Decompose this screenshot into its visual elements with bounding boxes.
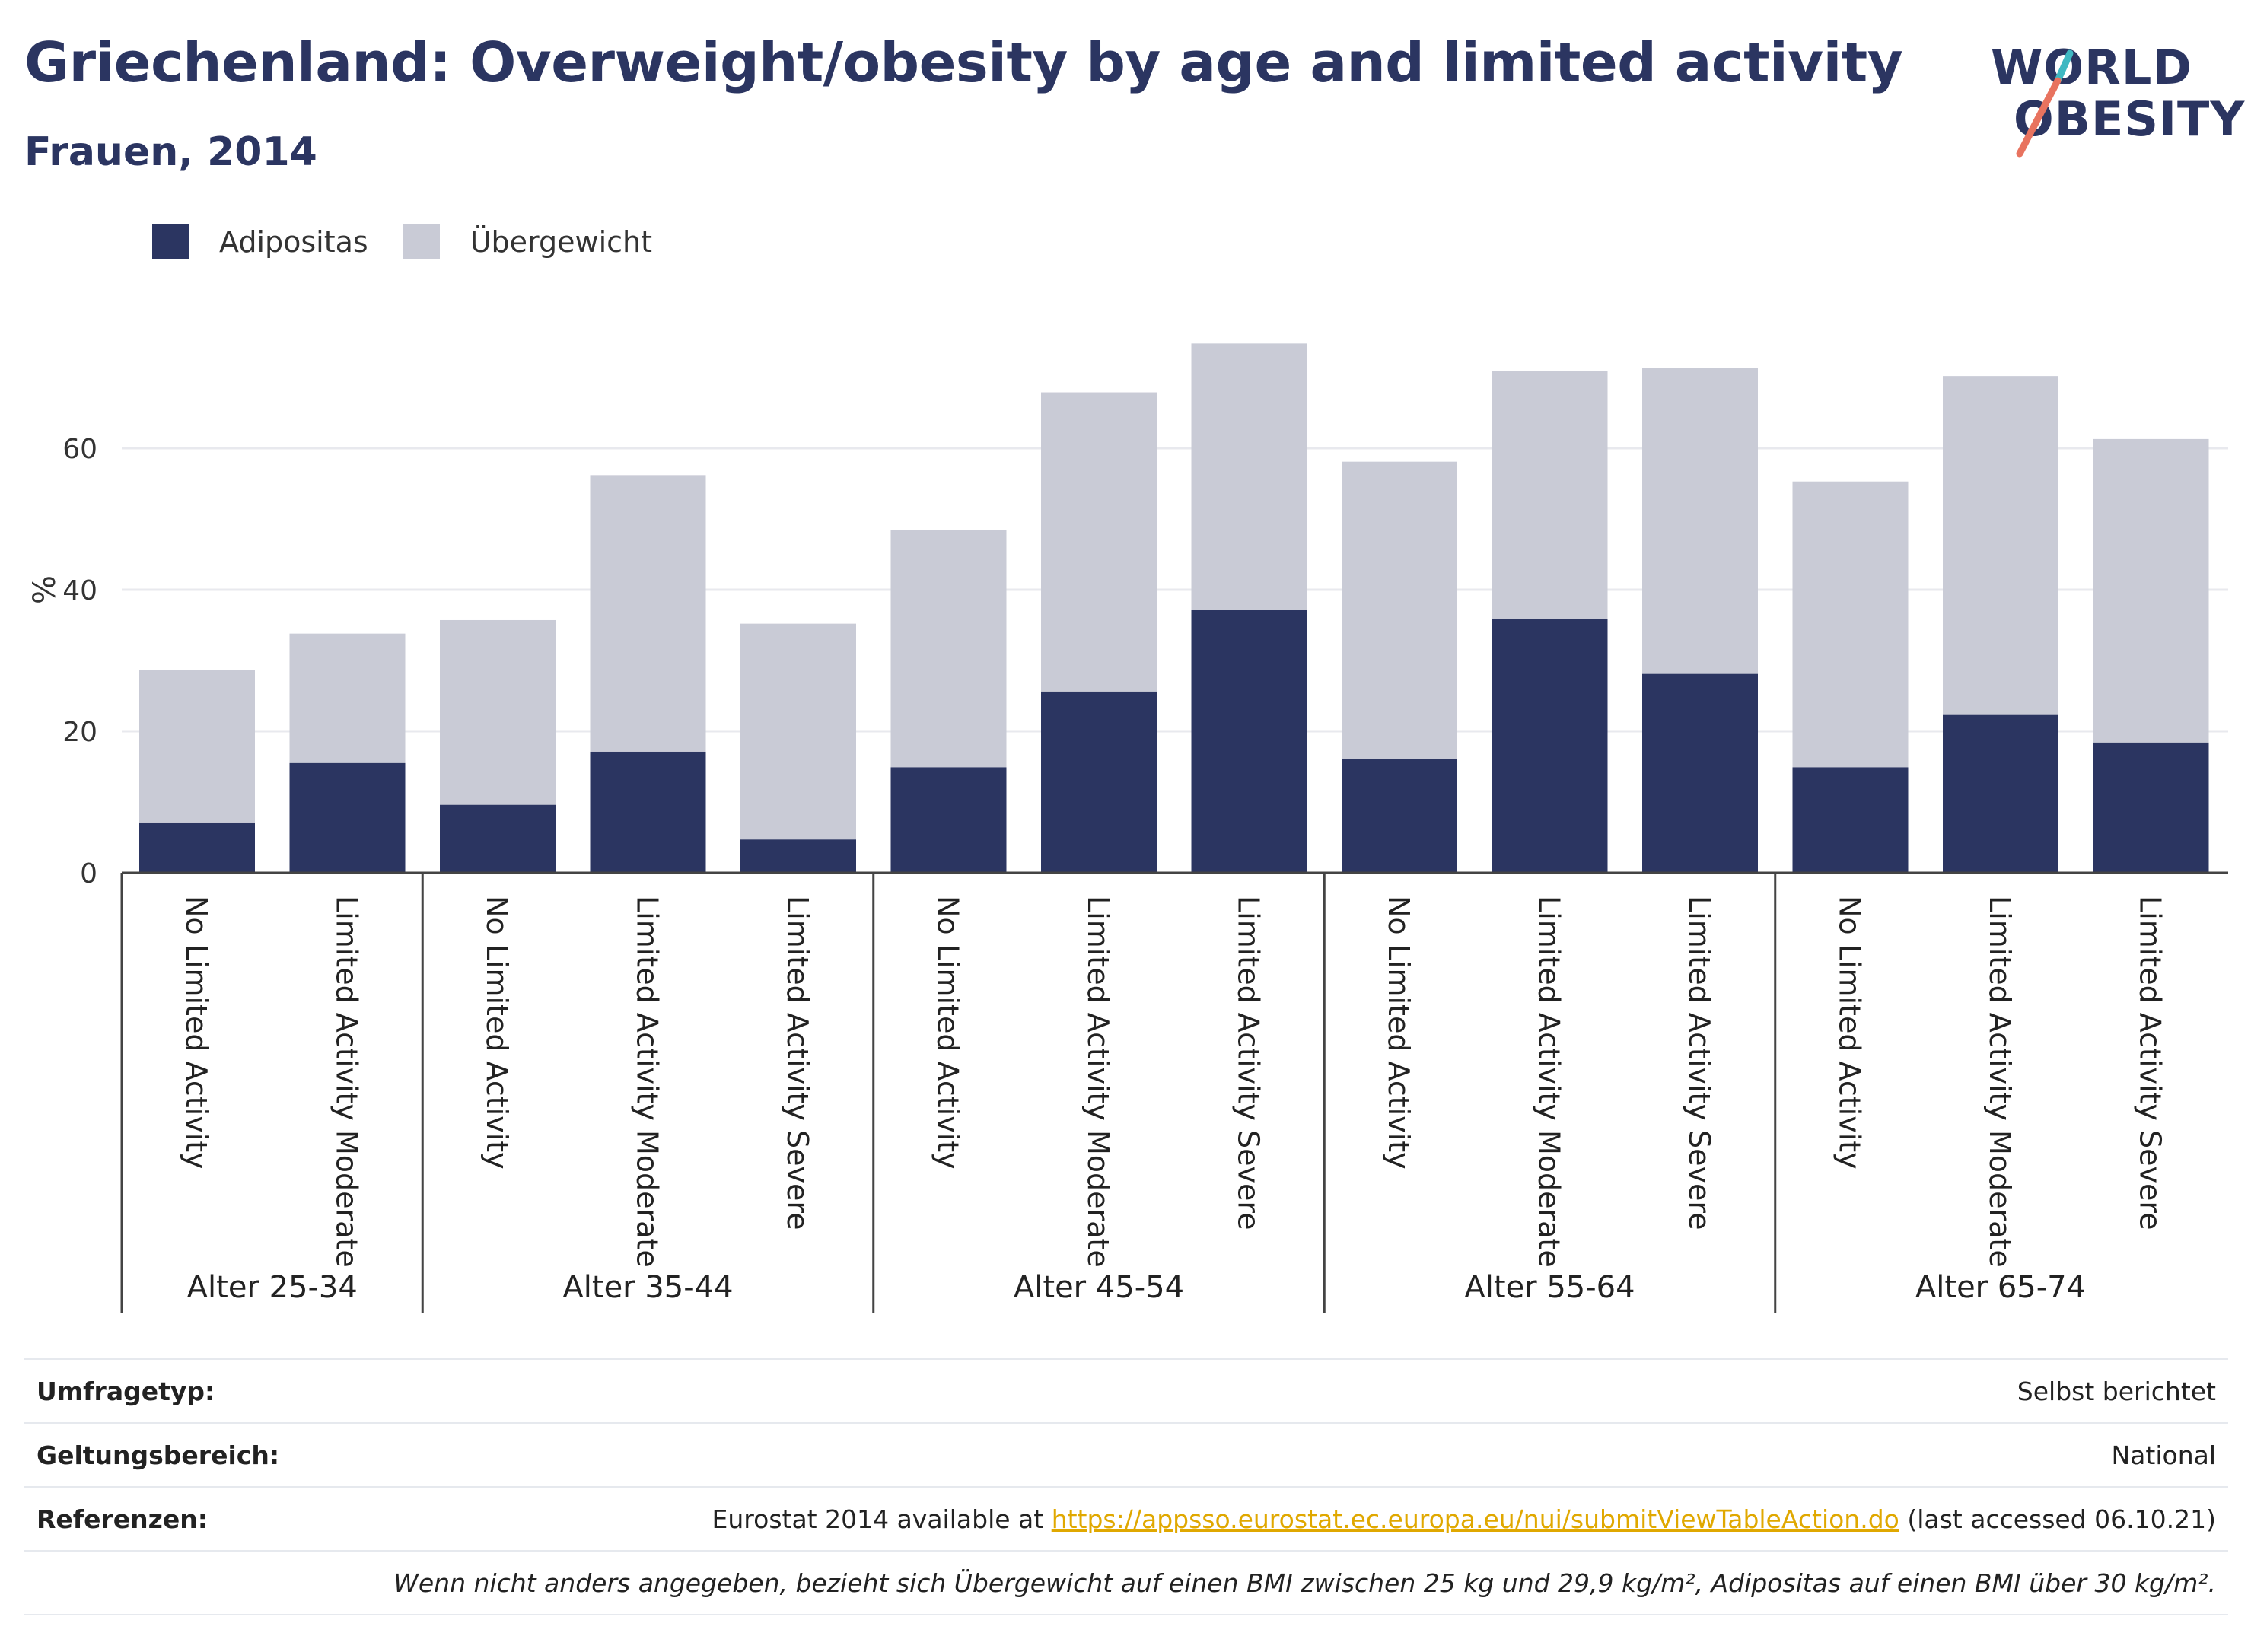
logo-slash-icon (2016, 49, 2074, 158)
stacked-bar-chart: 0 20 40 60% No Limited Activity Limited Activ… (27, 343, 2228, 1313)
group-label: Alter 25-34 (187, 1270, 358, 1305)
bar-adipositas (1492, 619, 1608, 873)
chart-subtitle: Frauen, 2014 (24, 129, 317, 175)
bar-adipositas (740, 839, 856, 873)
bar-adipositas (1792, 767, 1909, 873)
group-label: Alter 45-54 (1014, 1270, 1184, 1305)
x-tick-label: Limited Activity Severe (1683, 896, 1716, 1230)
bar-uebergewicht (1191, 343, 1307, 610)
info-label-references: Referenzen: (37, 1504, 208, 1534)
bar-uebergewicht (440, 619, 556, 805)
bar-adipositas (289, 762, 406, 873)
bar-uebergewicht (740, 623, 856, 840)
y-tick-label: 60 (62, 434, 97, 465)
bar-uebergewicht (2093, 438, 2209, 743)
bar-adipositas (440, 804, 556, 873)
group-label: Alter 35-44 (562, 1270, 733, 1305)
y-axis-label: % (27, 575, 62, 604)
bar-adipositas (590, 751, 706, 873)
x-tick-label: Limited Activity Moderate (1983, 896, 2017, 1268)
bar-adipositas (1642, 673, 1758, 873)
bar-uebergewicht (890, 530, 1007, 768)
x-tick-label: No Limited Activity (1833, 896, 1867, 1170)
legend-swatch-uebergewicht (403, 224, 440, 259)
bar-uebergewicht (289, 633, 406, 763)
reference-link[interactable]: https://appsso.eurostat.ec.europa.eu/nui… (1051, 1504, 1899, 1534)
info-row-survey-type: Umfragetyp: Selbst berichtet (24, 1358, 2228, 1422)
legend-label-uebergewicht: Übergewicht (470, 225, 652, 259)
reference-prefix: Eurostat 2014 available at (712, 1504, 1052, 1534)
x-tick-label: Limited Activity Severe (1232, 896, 1266, 1230)
info-table: Umfragetyp: Selbst berichtet Geltungsber… (24, 1358, 2228, 1615)
legend-swatch-adipositas (152, 224, 189, 259)
x-tick-label: No Limited Activity (1382, 896, 1415, 1170)
x-tick-label: Limited Activity Severe (781, 896, 814, 1230)
info-label-scope: Geltungsbereich: (37, 1440, 280, 1470)
bar-uebergewicht (139, 670, 255, 823)
bar-adipositas (2093, 742, 2209, 873)
info-value-scope: National (2111, 1440, 2216, 1470)
logo-line-2: OBESITY (2014, 91, 2246, 147)
bmi-definition-note: Wenn nicht anders angegeben, bezieht sic… (393, 1568, 2216, 1598)
legend-item-uebergewicht: Übergewicht (403, 224, 652, 259)
bar-adipositas (1191, 610, 1307, 873)
bar-adipositas (1943, 714, 2058, 873)
x-tick-label: Limited Activity Severe (2134, 896, 2167, 1230)
reference-suffix: (last accessed 06.10.21) (1899, 1504, 2216, 1534)
y-tick-label: 0 (80, 858, 97, 890)
bar-adipositas (1342, 759, 1457, 873)
y-tick-label: 40 (62, 575, 97, 606)
bar-adipositas (1041, 691, 1157, 873)
logo-line-1: WORLD (1991, 40, 2192, 95)
group-label: Alter 55-64 (1464, 1270, 1635, 1305)
bar-adipositas (139, 822, 255, 873)
info-row-references: Referenzen: Eurostat 2014 available at h… (24, 1486, 2228, 1550)
legend-item-adipositas: Adipositas (152, 224, 368, 259)
chart-legend: Adipositas Übergewicht (152, 224, 687, 259)
bar-uebergewicht (1943, 376, 2058, 715)
info-value-survey-type: Selbst berichtet (2017, 1376, 2216, 1406)
info-label-survey-type: Umfragetyp: (37, 1376, 215, 1406)
chart-title: Griechenland: Overweight/obesity by age … (24, 30, 1903, 94)
info-value-references: Eurostat 2014 available at https://appss… (712, 1504, 2216, 1534)
bar-uebergewicht (1642, 368, 1758, 674)
info-row-scope: Geltungsbereich: National (24, 1422, 2228, 1486)
x-tick-label: Limited Activity Moderate (631, 896, 664, 1268)
x-tick-label: No Limited Activity (480, 896, 514, 1170)
x-tick-label: No Limited Activity (931, 896, 965, 1170)
info-row-note: Wenn nicht anders angegeben, bezieht sic… (24, 1550, 2228, 1615)
y-tick-label: 20 (62, 717, 97, 748)
world-obesity-logo: WORLD OBESITY (1979, 30, 2244, 167)
bar-uebergewicht (1492, 371, 1608, 619)
x-tick-label: No Limited Activity (180, 896, 213, 1170)
legend-label-adipositas: Adipositas (219, 225, 368, 259)
bar-uebergewicht (1342, 461, 1457, 759)
x-tick-label: Limited Activity Moderate (330, 896, 364, 1268)
bar-uebergewicht (590, 475, 706, 752)
bar-uebergewicht (1792, 481, 1909, 768)
bar-adipositas (890, 767, 1007, 873)
x-tick-label: Limited Activity Moderate (1533, 896, 1566, 1268)
x-tick-label: Limited Activity Moderate (1081, 896, 1115, 1268)
bar-uebergewicht (1041, 392, 1157, 692)
group-label: Alter 65-74 (1915, 1270, 2086, 1305)
